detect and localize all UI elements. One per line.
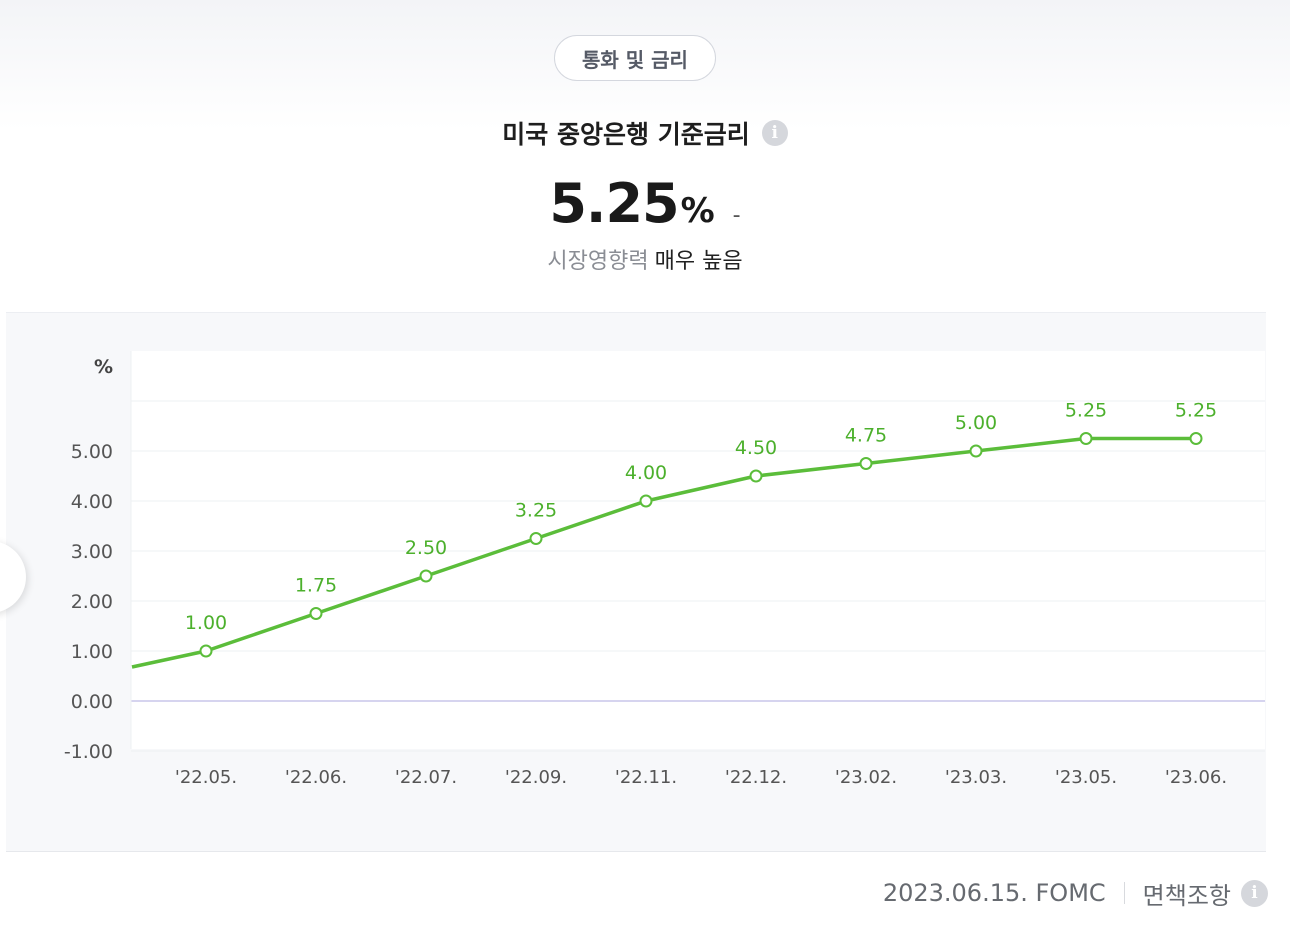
rate-line-chart: -1.00 0.00 1.00 2.00 3.00 4.00 5.00 '22.05. '22… bbox=[64, 351, 1265, 788]
data-label: 1.00 bbox=[185, 612, 227, 634]
x-tick-label: '22.11. bbox=[615, 767, 677, 788]
y-tick-label: 1.00 bbox=[71, 641, 113, 663]
x-tick-label: '22.06. bbox=[285, 767, 347, 788]
impact-label: 시장영향력 bbox=[547, 249, 649, 274]
x-tick-label: '23.03. bbox=[945, 767, 1007, 788]
y-axis-unit: % bbox=[94, 356, 113, 378]
data-label: 1.75 bbox=[295, 575, 337, 597]
info-icon[interactable]: i bbox=[761, 120, 788, 146]
data-point bbox=[749, 469, 763, 483]
title-row: 미국 중앙은행 기준금리 i bbox=[0, 114, 1290, 152]
indicator-title: 미국 중앙은행 기준금리 bbox=[502, 120, 750, 149]
data-label: 2.50 bbox=[405, 537, 447, 559]
x-tick-label: '22.12. bbox=[725, 767, 787, 788]
x-tick-label: '23.02. bbox=[835, 767, 897, 788]
data-label: 5.25 bbox=[1065, 400, 1107, 422]
x-tick-label: '22.09. bbox=[505, 767, 567, 788]
current-value: 5.25 bbox=[549, 172, 679, 235]
x-tick-label: '22.07. bbox=[395, 767, 457, 788]
data-point bbox=[969, 444, 983, 458]
data-point bbox=[1189, 432, 1203, 445]
category-label: 통화 및 금리 bbox=[582, 47, 688, 72]
data-point bbox=[1079, 432, 1093, 445]
y-tick-label: -1.00 bbox=[64, 741, 113, 763]
data-point bbox=[859, 457, 873, 470]
y-tick-label: 2.00 bbox=[71, 591, 113, 613]
category-tab[interactable]: 통화 및 금리 bbox=[554, 35, 716, 81]
current-value-unit: % bbox=[680, 191, 715, 231]
data-label: 4.50 bbox=[735, 437, 777, 459]
x-tick-label: '23.06. bbox=[1165, 767, 1227, 788]
data-label: 5.25 bbox=[1175, 400, 1217, 422]
impact-level: 매우 높음 bbox=[654, 249, 743, 274]
change-indicator: - bbox=[732, 203, 741, 228]
data-label: 4.00 bbox=[625, 462, 667, 484]
chart-panel: -1.00 0.00 1.00 2.00 3.00 4.00 5.00 '22.05. '22… bbox=[6, 312, 1266, 852]
y-tick-label: 4.00 bbox=[71, 491, 113, 513]
data-label: 5.00 bbox=[955, 412, 997, 434]
release-date-source: 2023.06.15. FOMC bbox=[882, 879, 1106, 907]
x-tick-label: '23.05. bbox=[1055, 767, 1117, 788]
x-tick-label: '22.05. bbox=[175, 767, 237, 788]
current-value-row: 5.25 % - bbox=[0, 172, 1290, 236]
data-point bbox=[199, 644, 213, 658]
data-point bbox=[529, 532, 543, 545]
footer-divider bbox=[1123, 882, 1125, 904]
footer: 2023.06.15. FOMC 면책조항 i bbox=[883, 872, 1268, 914]
data-label: 4.75 bbox=[845, 425, 887, 447]
disclaimer-link[interactable]: 면책조항 bbox=[1142, 881, 1231, 910]
y-tick-label: 3.00 bbox=[71, 541, 113, 563]
plot-area bbox=[131, 351, 1265, 749]
data-point bbox=[309, 607, 323, 620]
y-tick-label: 5.00 bbox=[71, 441, 113, 463]
y-tick-label: 0.00 bbox=[71, 691, 113, 713]
disclaimer-info-icon[interactable]: i bbox=[1241, 879, 1268, 907]
data-label: 3.25 bbox=[515, 500, 557, 522]
data-point bbox=[419, 569, 433, 583]
market-impact: 시장영향력 매우 높음 bbox=[0, 242, 1290, 276]
data-point bbox=[639, 494, 653, 508]
